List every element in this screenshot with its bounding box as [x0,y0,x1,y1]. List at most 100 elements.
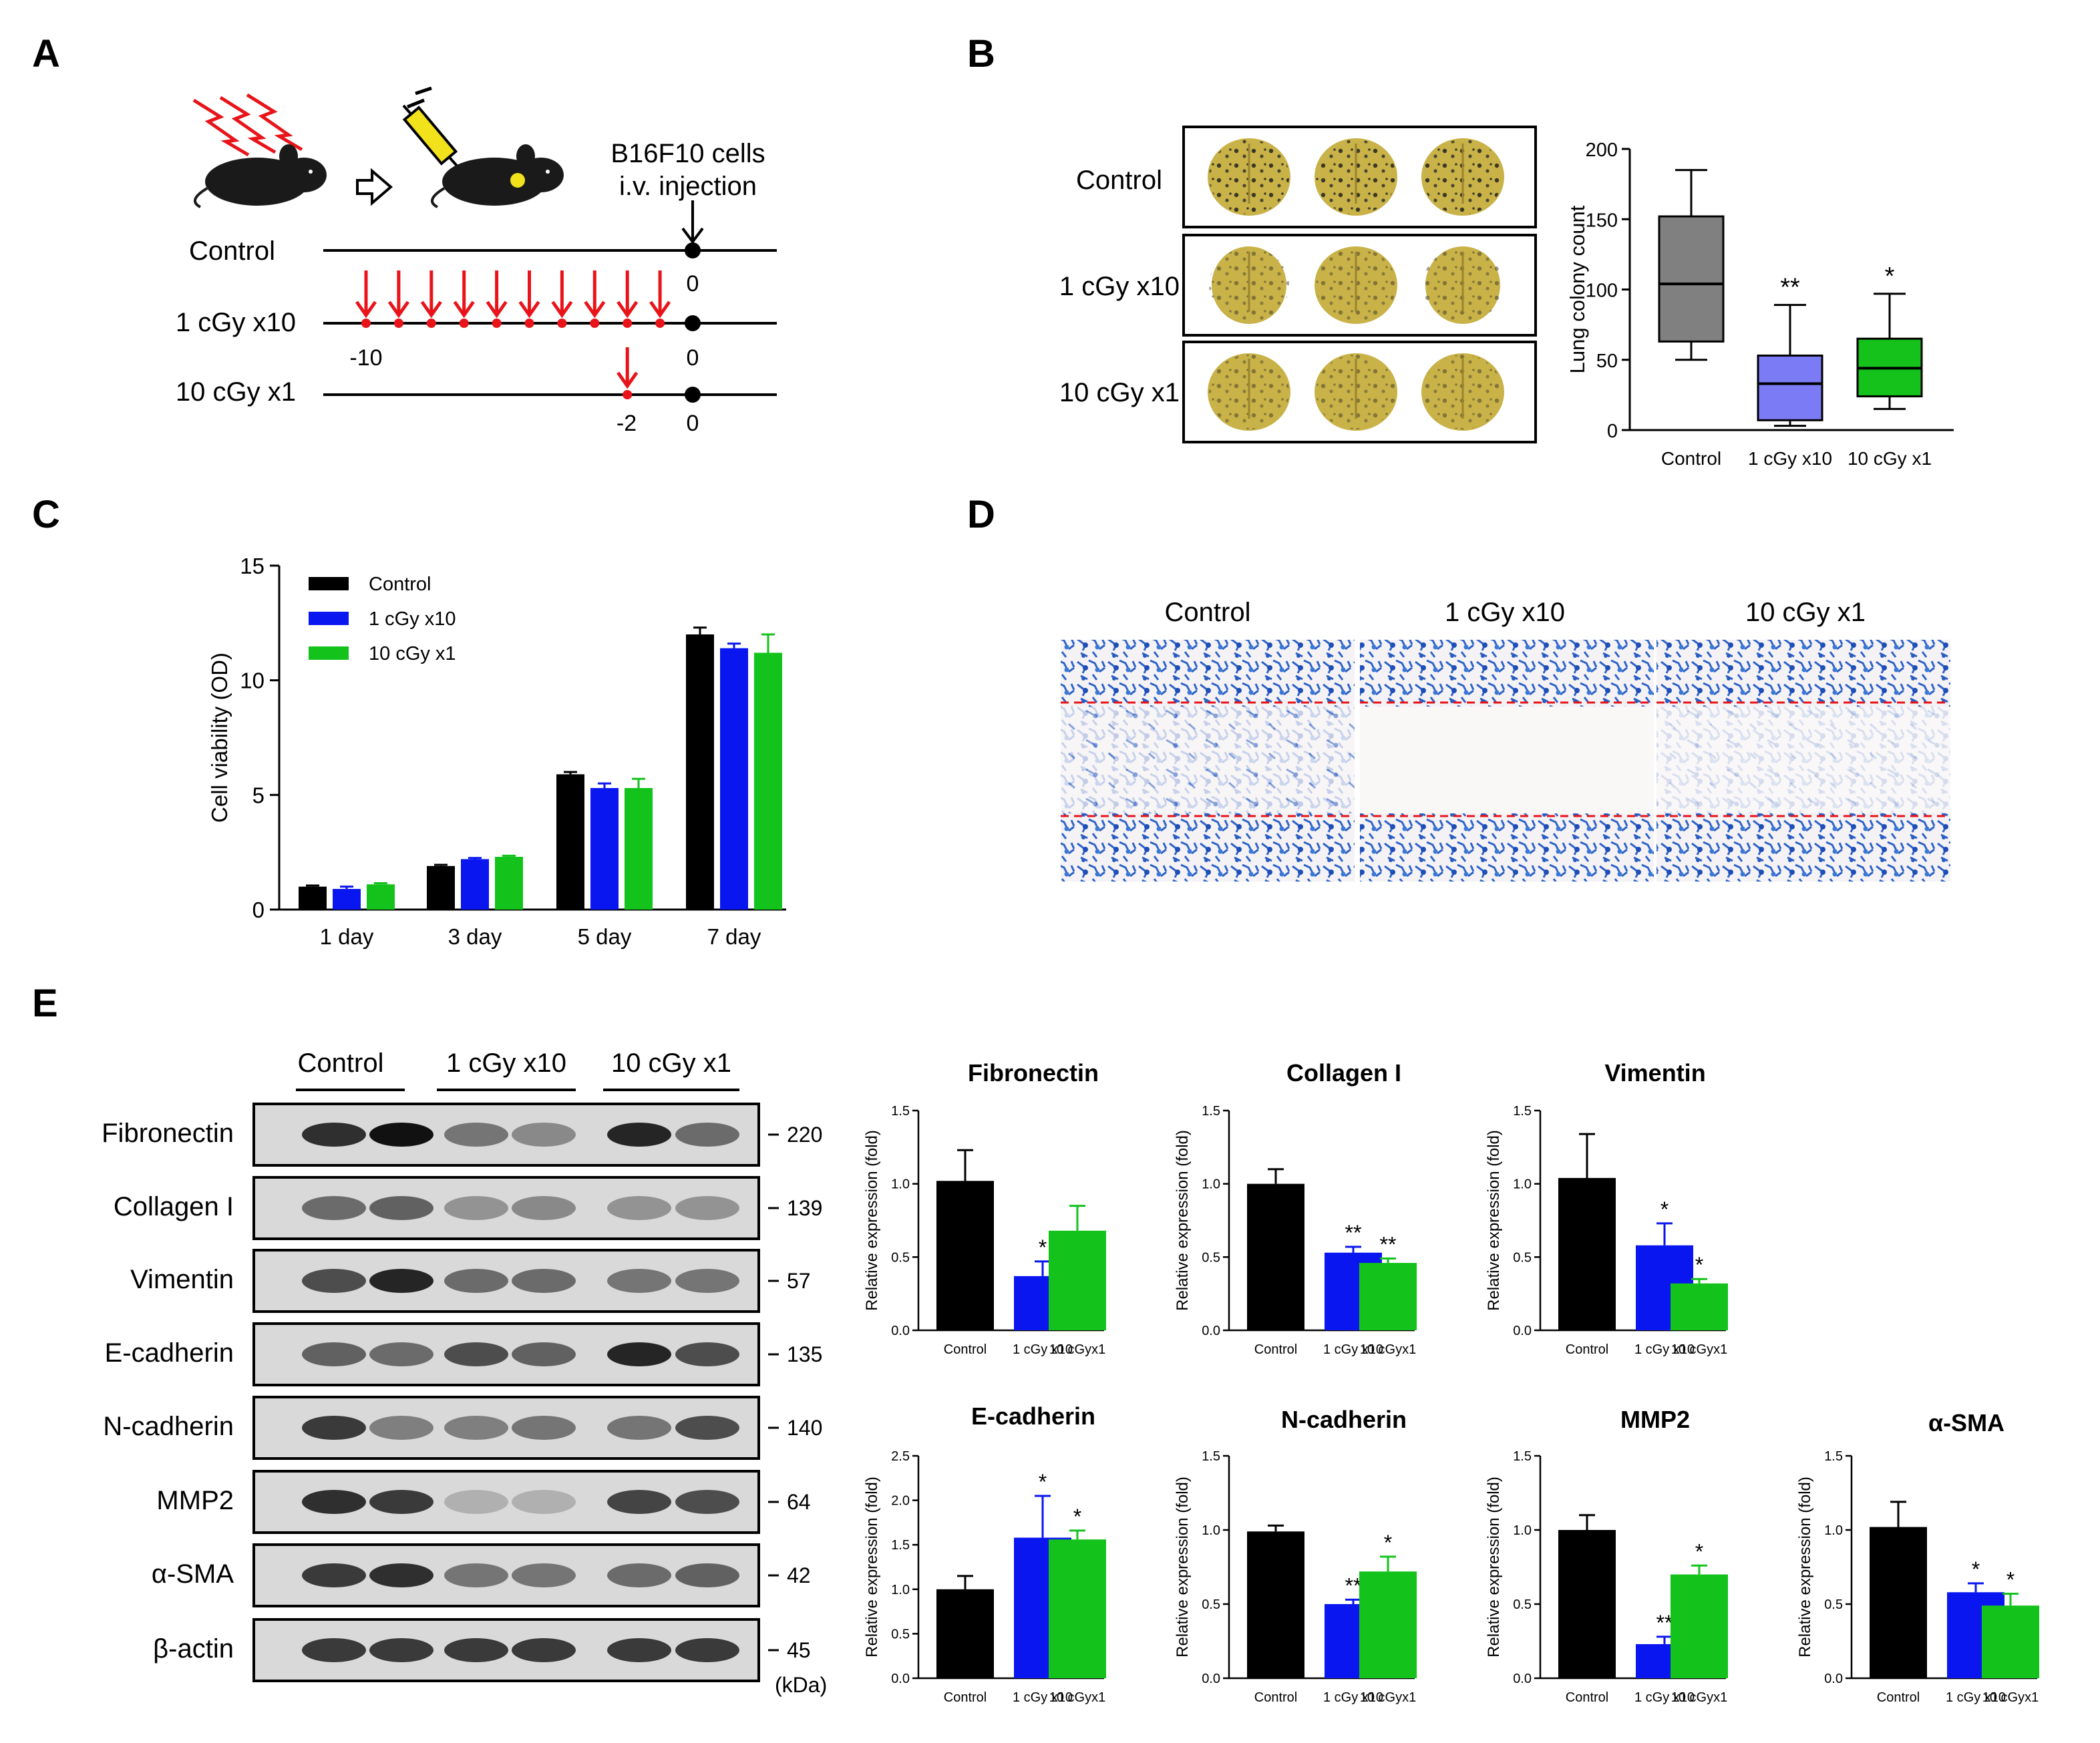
y-tick-label: 0.0 [891,1672,910,1686]
bar [754,652,782,910]
blot-band [607,1416,671,1440]
y-tick-label: 1.0 [1202,1177,1220,1192]
expression-chart: α-SMA 0.0 0.5 1.0 1.5 Relative expression (fo… [1796,1409,2039,1705]
scratch-label: 1 cGy x10 [1445,598,1565,627]
kda-label: 139 [787,1196,822,1220]
kda-label: 42 [787,1563,811,1587]
blot-band [302,1123,366,1147]
x-tick-label: 10 cGyx1 [1982,1690,2039,1705]
y-tick-label: 5 [252,783,265,807]
y-tick-label: 1.5 [1513,1104,1532,1119]
y-tick-label: 50 [1596,351,1618,372]
legend-label: 10 cGy x1 [369,643,456,664]
x-tick-label: Control [944,1342,987,1357]
legend-label: 1 cGy x10 [369,608,456,630]
blot-protein-label: E-cadherin [105,1338,234,1368]
x-tick-label: 1 cGy x10 [1013,1342,1073,1357]
significance-label: ** [1656,1611,1673,1635]
chart-title: Collagen I [1286,1059,1401,1087]
x-tick-label: 10 cGyx1 [1049,1690,1105,1705]
blot-band [607,1342,671,1366]
blot-band [675,1490,739,1514]
lung-colony-boxplot: 0 50 100 150 200 Lung colony count Control ** 1 … [1566,140,1954,469]
bar [720,648,748,910]
bar [1049,1539,1106,1678]
x-tick-label: Control [1877,1690,1920,1705]
y-tick-label: 1.0 [891,1177,910,1192]
y-tick-label: 0.0 [1202,1672,1220,1686]
blot-band [369,1196,433,1220]
bar [1870,1527,1927,1678]
irradiation-arrow-icon [387,270,409,319]
expression-chart: E-cadherin 0.0 0.5 1.0 1.5 2.0 2.5 Relative exp… [863,1402,1106,1705]
significance-label: ** [1345,1221,1362,1245]
blot-band [675,1638,739,1662]
x-tick-label: 10 cGy x1 [1848,448,1932,469]
bar [333,889,361,910]
panel-d-scratch-assay: Control 1 cGy x10 10 cGy x1 [1061,598,1950,882]
bar [1671,1283,1728,1330]
irradiation-dot [590,319,600,328]
blot-band [607,1269,671,1293]
y-tick-label: 1.5 [1513,1449,1532,1464]
x-tick-label: Control [944,1690,987,1705]
blot-protein-label: Collagen I [114,1192,234,1221]
mouse-icon [431,144,564,208]
chart-title: N-cadherin [1281,1406,1407,1433]
legend-label: Control [369,574,431,595]
y-tick-label: 1.5 [891,1104,910,1119]
blot-protein-label: Fibronectin [102,1119,234,1148]
y-tick-label: 0.5 [891,1250,910,1265]
y-tick-label: 0.5 [891,1627,910,1641]
blot-band [302,1196,366,1220]
y-tick-label: 0.5 [1202,1597,1220,1612]
blot-band [675,1342,739,1366]
y-tick-label: 0.5 [1202,1250,1220,1265]
bar [936,1589,994,1678]
significance-label: ** [1780,274,1800,302]
panel-letter-d: D [967,493,995,536]
panel-letter-b: B [967,32,995,75]
kda-label: 64 [787,1490,811,1514]
expression-chart: N-cadherin 0.0 0.5 1.0 1.5 Relative expressio… [1174,1406,1417,1705]
blot-band [607,1563,671,1587]
expression-chart: Collagen I 0.0 0.5 1.0 1.5 Relative expressio… [1174,1059,1417,1357]
y-tick-label: 0.5 [1513,1597,1532,1612]
blot-band [302,1563,366,1587]
y-tick-label: 0 [252,898,265,922]
chart-title: α-SMA [1928,1409,2004,1436]
x-tick-label: 10 cGyx1 [1360,1690,1416,1705]
x-tick-label: 1 cGy x10 [1748,448,1832,469]
blot-band [512,1563,576,1587]
day-label: 0 [687,345,699,371]
expression-chart: Fibronectin 0.0 0.5 1.0 1.5 Relative expressi… [863,1059,1106,1357]
radiation-lightning-icon [192,93,303,157]
irradiation-arrow-icon [551,270,573,319]
x-tick-label: 7 day [707,924,761,949]
significance-label: ** [1345,1573,1362,1597]
blot-band [369,1490,433,1514]
x-tick-label: Control [1566,1690,1608,1705]
y-tick-label: 2.5 [891,1449,910,1464]
mouse-icon [194,144,327,208]
bar [1982,1605,2039,1678]
bar [1247,1531,1304,1678]
blot-band [444,1269,508,1293]
significance-label: * [1695,1539,1703,1563]
blot-band [444,1563,508,1587]
x-tick-label: 1 day [320,924,374,949]
lung-row-label: Control [1076,166,1162,195]
irradiation-arrow-icon [649,270,671,319]
bar [1247,1183,1304,1330]
cell-viability-chart: 0 5 10 15 Cell viability (OD) 1 day 3 day 5 day… [207,554,786,949]
x-tick-label: 10 cGyx1 [1049,1342,1105,1357]
bar [590,788,619,910]
blot-band [302,1342,366,1366]
blot-band [444,1196,508,1220]
blot-protein-label: N-cadherin [103,1412,234,1441]
y-axis-label: Cell viability (OD) [207,652,232,823]
kda-unit: (kDa) [775,1673,827,1697]
irradiation-dot [492,319,502,328]
relative-expression-charts: Fibronectin 0.0 0.5 1.0 1.5 Relative expressi… [863,1059,2039,1705]
x-tick-label: 1 cGy x10 [1634,1342,1695,1357]
